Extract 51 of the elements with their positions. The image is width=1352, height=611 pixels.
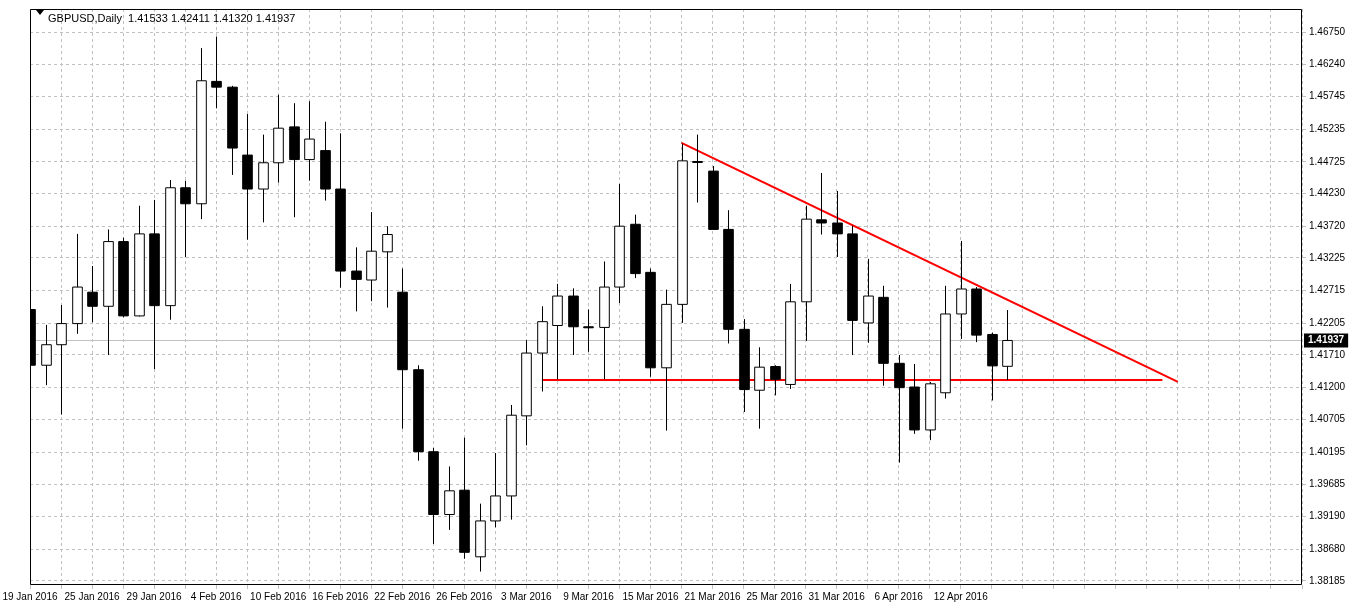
candlestick — [211, 36, 222, 109]
candlestick — [56, 304, 67, 416]
candlestick — [180, 180, 191, 258]
x-tick-label: 25 Mar 2016 — [746, 590, 804, 602]
y-tick-label: 1.43225 — [1309, 251, 1346, 263]
y-tick-label: 1.38185 — [1309, 574, 1346, 586]
y-tick-label: 1.45745 — [1309, 90, 1346, 102]
candlestick — [41, 324, 52, 386]
candlestick — [770, 364, 781, 396]
y-tick-label: 1.42715 — [1309, 284, 1346, 296]
x-tick-label: 25 Jan 2016 — [64, 590, 120, 602]
y-tick-label: 1.38680 — [1309, 542, 1346, 554]
y-tick-label: 1.46750 — [1309, 25, 1346, 37]
y-tick-label: 1.45235 — [1309, 122, 1346, 134]
candlestick — [583, 308, 594, 353]
y-tick-label: 1.40195 — [1309, 445, 1346, 457]
candlestick — [304, 100, 315, 182]
candlestick — [382, 225, 393, 309]
candlestick — [754, 346, 765, 430]
ref-line-label: 1.41937 — [1308, 334, 1345, 346]
candlestick — [351, 246, 362, 312]
x-tick-label: 26 Feb 2016 — [436, 590, 493, 602]
y-tick-label: 1.42205 — [1309, 317, 1346, 329]
x-tick-label: 15 Mar 2016 — [622, 590, 679, 602]
x-tick-label: 16 Feb 2016 — [312, 590, 369, 602]
x-tick-label: 21 Mar 2016 — [684, 590, 742, 602]
y-tick-label: 1.39685 — [1309, 478, 1346, 490]
x-tick-label: 9 Mar 2016 — [563, 590, 615, 602]
candlestick — [832, 190, 843, 258]
chart-title: GBPUSD,Daily 1.41533 1.42411 1.41320 1.41937 — [48, 12, 296, 25]
x-tick-label: 4 Feb 2016 — [190, 590, 242, 602]
y-tick-label: 1.41200 — [1309, 381, 1346, 393]
y-tick-label: 1.46240 — [1309, 58, 1346, 70]
y-tick-label: 1.44230 — [1309, 187, 1346, 199]
x-tick-label: 31 Mar 2016 — [808, 590, 866, 602]
x-tick-label: 12 Apr 2016 — [933, 590, 989, 602]
x-tick-label: 3 Mar 2016 — [501, 590, 553, 602]
y-tick-label: 1.39190 — [1309, 510, 1346, 522]
x-tick-label: 10 Feb 2016 — [250, 590, 307, 602]
candlestick — [692, 134, 703, 203]
y-tick-label: 1.44725 — [1309, 155, 1346, 167]
x-tick-label: 19 Jan 2016 — [2, 590, 58, 602]
y-tick-label: 1.41710 — [1309, 348, 1346, 360]
y-tick-label: 1.40705 — [1309, 413, 1346, 425]
x-tick-label: 6 Apr 2016 — [874, 590, 924, 602]
y-tick-label: 1.43720 — [1309, 219, 1346, 231]
x-tick-label: 29 Jan 2016 — [126, 590, 183, 602]
candlestick — [444, 465, 455, 531]
candlestick — [816, 172, 827, 236]
x-tick-label: 22 Feb 2016 — [374, 590, 431, 602]
candlestick — [87, 265, 98, 323]
